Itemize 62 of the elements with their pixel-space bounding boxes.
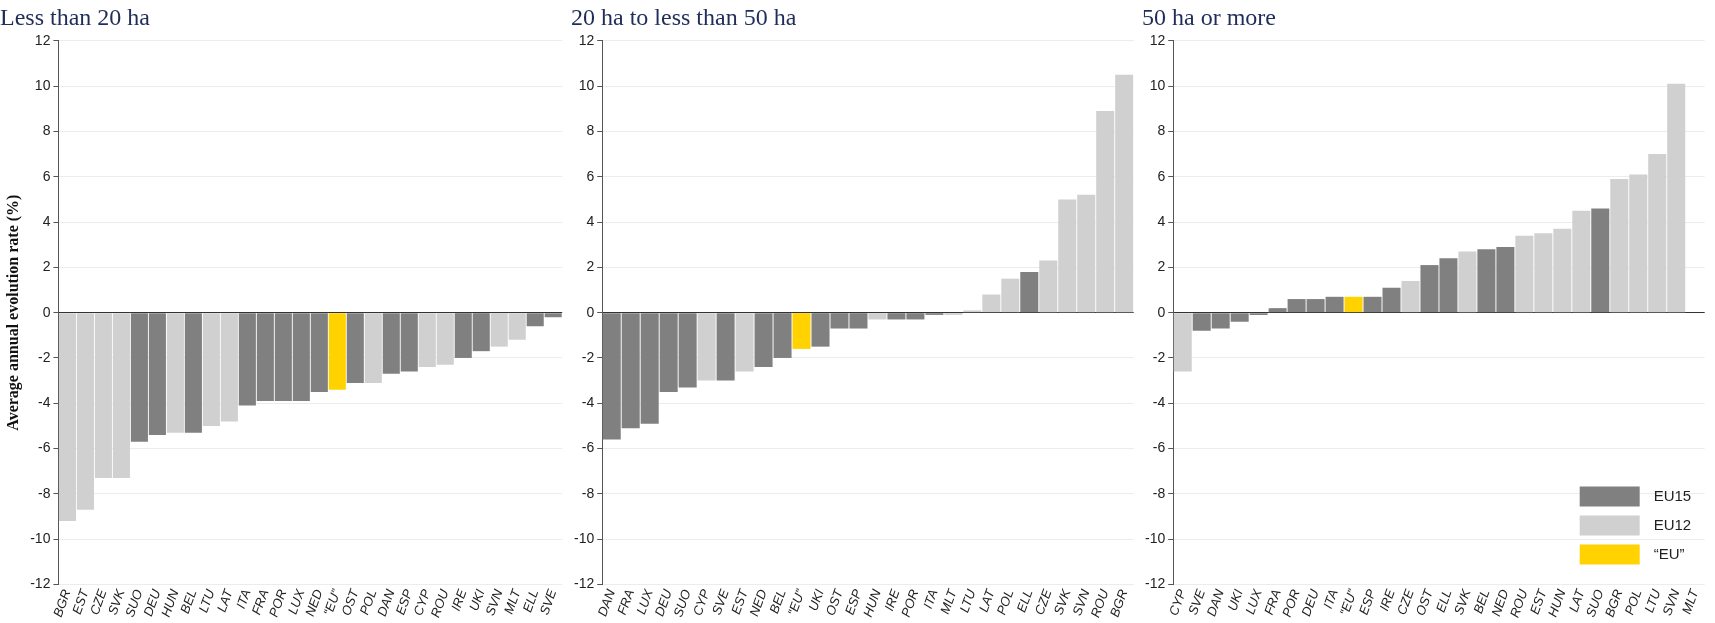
y-tick-label: -6 <box>581 439 595 456</box>
y-tick-label: -12 <box>574 575 595 592</box>
y-tick-label: 12 <box>578 31 595 48</box>
y-tick-label: 6 <box>42 167 51 184</box>
y-tick-label: 6 <box>586 167 595 184</box>
y-tick-label: -8 <box>1152 484 1166 501</box>
bar <box>1591 208 1610 313</box>
bar <box>792 313 811 349</box>
y-tick-label: -8 <box>37 484 51 501</box>
y-tick-label: -10 <box>30 530 51 547</box>
chart-title: 50 ha or more <box>1142 3 1276 30</box>
y-tick-label: -2 <box>1152 348 1166 365</box>
bar <box>1020 271 1039 313</box>
legend-label: “EU” <box>1653 544 1685 562</box>
y-tick-label: 2 <box>1157 258 1166 275</box>
y-tick-label: -12 <box>1145 575 1166 592</box>
y-tick-label: -10 <box>1145 530 1166 547</box>
y-tick-label: -6 <box>1152 439 1166 456</box>
bar <box>1401 280 1420 313</box>
y-tick-label: 12 <box>1149 31 1166 48</box>
y-tick-label: 6 <box>1157 167 1166 184</box>
bar <box>1173 313 1192 372</box>
legend-label: EU12 <box>1653 515 1692 533</box>
y-tick-label: 0 <box>1157 303 1166 320</box>
y-tick-label: 0 <box>586 303 595 320</box>
y-tick-label: -2 <box>581 348 595 365</box>
x-tick-label: HUN <box>859 586 884 619</box>
y-tick-label: 2 <box>42 258 51 275</box>
y-tick-label: -4 <box>37 394 51 411</box>
y-tick-label: 2 <box>586 258 595 275</box>
chart-title: 20 ha to less than 50 ha <box>571 3 797 30</box>
y-tick-label: -12 <box>30 575 51 592</box>
y-tick-label: 10 <box>34 76 51 93</box>
y-tick-label: -8 <box>581 484 595 501</box>
y-tick-label: 8 <box>586 122 595 139</box>
bar <box>697 313 716 381</box>
y-tick-label: 12 <box>34 31 51 48</box>
y-tick-label: 0 <box>42 303 51 320</box>
y-tick-label: -10 <box>574 530 595 547</box>
bar <box>1344 296 1363 313</box>
x-tick-label: CYP <box>1165 587 1190 618</box>
y-tick-label: 4 <box>586 212 595 229</box>
x-tick-label: UKI <box>805 586 827 613</box>
y-tick-label: 8 <box>42 122 51 139</box>
y-tick-label: 4 <box>42 212 51 229</box>
legend-label: EU15 <box>1653 486 1692 504</box>
bar <box>1458 251 1477 313</box>
y-tick-label: -4 <box>581 394 595 411</box>
y-tick-label: -6 <box>37 439 51 456</box>
chart-title: Less than 20 ha <box>0 3 151 30</box>
bar <box>716 313 735 381</box>
x-tick-label: UKI <box>1224 586 1247 613</box>
y-tick-label: 8 <box>1157 122 1166 139</box>
y-tick-label: 10 <box>1149 76 1166 93</box>
y-tick-label: -2 <box>37 348 51 365</box>
y-tick-label: -4 <box>1152 394 1166 411</box>
y-tick-label: 4 <box>1157 212 1166 229</box>
x-tick-label: ROU <box>1506 586 1531 620</box>
y-tick-label: 10 <box>578 76 595 93</box>
bar <box>868 313 887 320</box>
y-axis-title: Average annual evolution rate (%) <box>3 194 22 431</box>
bar <box>735 313 754 372</box>
